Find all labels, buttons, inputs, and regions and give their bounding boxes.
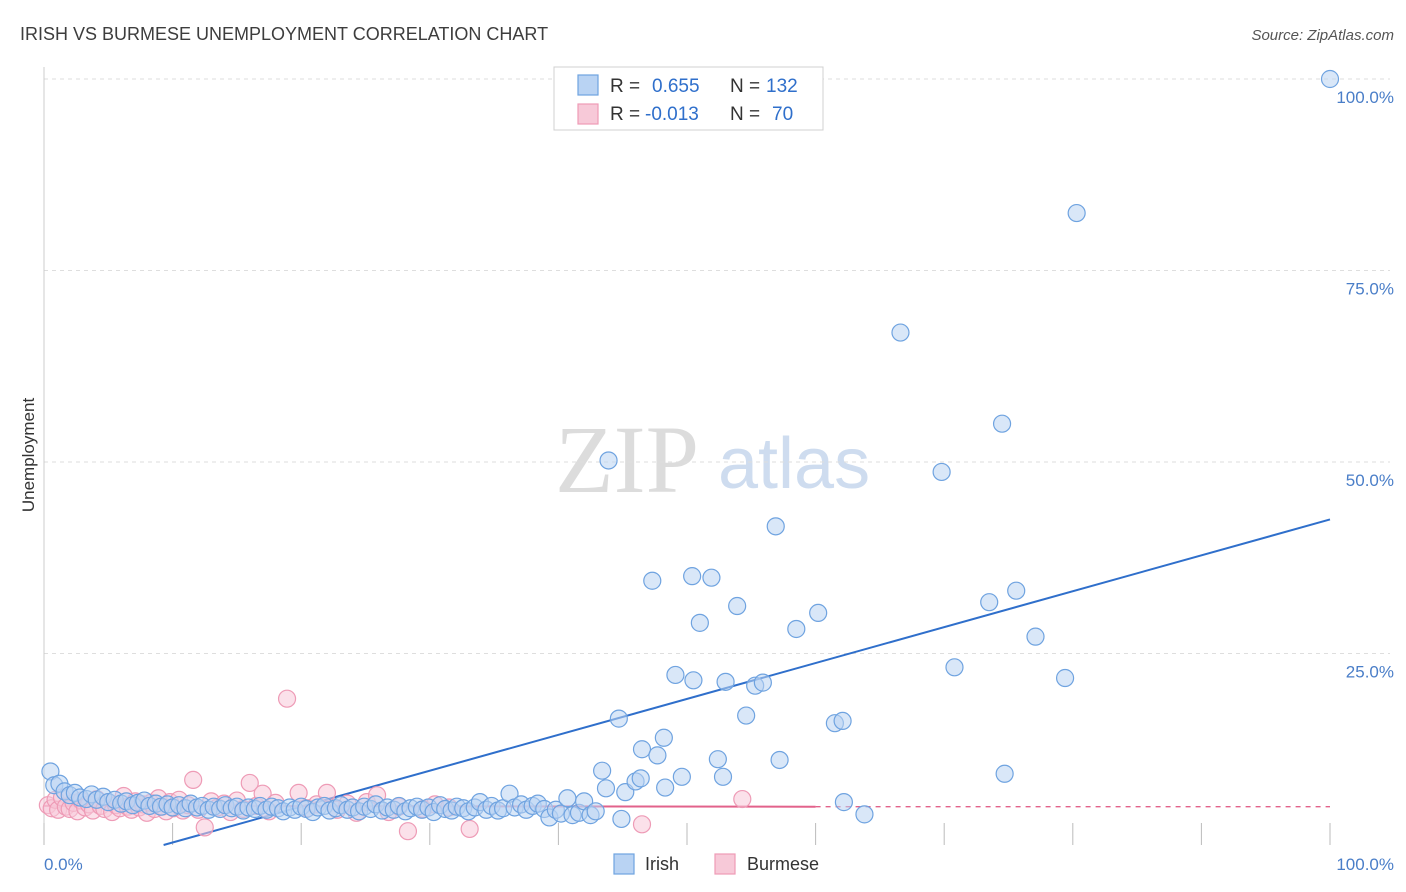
irish-point-127 xyxy=(833,711,852,731)
irish-point-122 xyxy=(766,517,785,536)
stats-legend-box xyxy=(553,66,824,131)
irish-point-98 xyxy=(599,451,618,470)
watermark: ZIP atlas xyxy=(555,406,870,513)
irish-point-113 xyxy=(690,613,709,632)
bottom-legend-burmese-label: Burmese xyxy=(747,854,819,874)
irish-point-100 xyxy=(612,809,631,829)
burmese-point-69 xyxy=(733,789,752,809)
burmese-r-label: R = xyxy=(610,104,640,125)
y-tick-label-75: 75.0% xyxy=(1346,280,1394,299)
burmese-point-39 xyxy=(195,818,214,837)
irish-point-116 xyxy=(713,767,733,786)
irish-point-138 xyxy=(1055,668,1075,688)
irish-point-132 xyxy=(945,658,964,677)
irish-legend-swatch xyxy=(577,74,599,96)
irish-point-107 xyxy=(654,728,673,747)
irish-point-137 xyxy=(1026,627,1045,646)
irish-points xyxy=(41,69,1340,829)
irish-n-label: N = xyxy=(730,76,760,97)
irish-point-106 xyxy=(648,746,667,765)
irish-point-96 xyxy=(593,761,612,780)
irish-point-112 xyxy=(684,671,703,690)
y-tick-label-100: 100.0% xyxy=(1336,88,1394,107)
watermark-zip: ZIP xyxy=(555,406,699,513)
irish-point-99 xyxy=(609,709,628,728)
irish-point-118 xyxy=(728,596,747,616)
burmese-n-value: 70 xyxy=(772,104,793,125)
irish-point-124 xyxy=(787,619,806,639)
burmese-n-label: N = xyxy=(730,104,760,125)
irish-point-133 xyxy=(980,593,999,612)
watermark-atlas: atlas xyxy=(718,424,870,504)
y-tick-label-25: 25.0% xyxy=(1346,663,1394,682)
irish-point-139 xyxy=(1067,203,1086,223)
irish-point-125 xyxy=(809,603,828,623)
irish-point-111 xyxy=(683,567,702,586)
irish-n-value: 132 xyxy=(766,76,798,97)
axes xyxy=(43,67,1331,845)
irish-point-108 xyxy=(656,778,675,797)
irish-r-label: R = xyxy=(610,76,640,97)
burmese-point-63 xyxy=(398,822,418,841)
stats-legend: R = 0.655 N = 132 R = -0.013 N = 70 xyxy=(553,66,824,131)
x-tick-label-max: 100.0% xyxy=(1336,855,1394,874)
burmese-legend-swatch xyxy=(577,103,599,125)
bottom-legend-burmese-swatch xyxy=(714,853,736,875)
y-tick-label-50: 50.0% xyxy=(1346,471,1394,490)
irish-point-95 xyxy=(586,802,605,821)
irish-point-90 xyxy=(558,789,577,808)
irish-point-114 xyxy=(702,568,721,587)
burmese-point-37 xyxy=(184,770,203,789)
irish-r-value: 0.655 xyxy=(652,76,700,97)
irish-point-140 xyxy=(1320,69,1340,89)
irish-point-115 xyxy=(708,750,727,769)
irish-point-97 xyxy=(596,779,616,798)
irish-point-134 xyxy=(992,414,1012,433)
irish-point-131 xyxy=(932,462,951,482)
irish-point-128 xyxy=(834,793,853,812)
irish-point-117 xyxy=(716,672,735,691)
irish-point-119 xyxy=(737,706,756,725)
irish-point-105 xyxy=(643,571,662,590)
irish-point-121 xyxy=(753,673,772,692)
burmese-point-46 xyxy=(240,773,259,793)
bottom-legend-irish-swatch xyxy=(613,853,635,875)
irish-point-129 xyxy=(855,805,874,824)
irish-point-109 xyxy=(666,665,685,685)
chart-title: IRISH VS BURMESE UNEMPLOYMENT CORRELATIO… xyxy=(20,24,548,44)
bottom-legend: Irish Burmese xyxy=(613,853,819,875)
irish-point-135 xyxy=(995,764,1014,783)
burmese-point-51 xyxy=(277,689,297,708)
chart-source: Source: ZipAtlas.com xyxy=(1251,27,1394,44)
grid xyxy=(44,78,1390,654)
irish-point-103 xyxy=(631,769,650,788)
irish-point-130 xyxy=(891,323,910,342)
irish-point-110 xyxy=(672,767,691,786)
irish-point-104 xyxy=(632,740,652,759)
y-axis-label: Unemployment xyxy=(19,398,38,513)
irish-point-136 xyxy=(1007,581,1026,600)
burmese-point-68 xyxy=(632,815,652,834)
irish-point-123 xyxy=(770,750,789,770)
burmese-r-value: -0.013 xyxy=(645,104,699,125)
bottom-legend-irish-label: Irish xyxy=(645,854,679,874)
y-tick-labels: 25.0% 50.0% 75.0% 100.0% xyxy=(1336,88,1394,682)
x-tick-label-min: 0.0% xyxy=(44,855,83,874)
burmese-point-67 xyxy=(460,819,479,839)
